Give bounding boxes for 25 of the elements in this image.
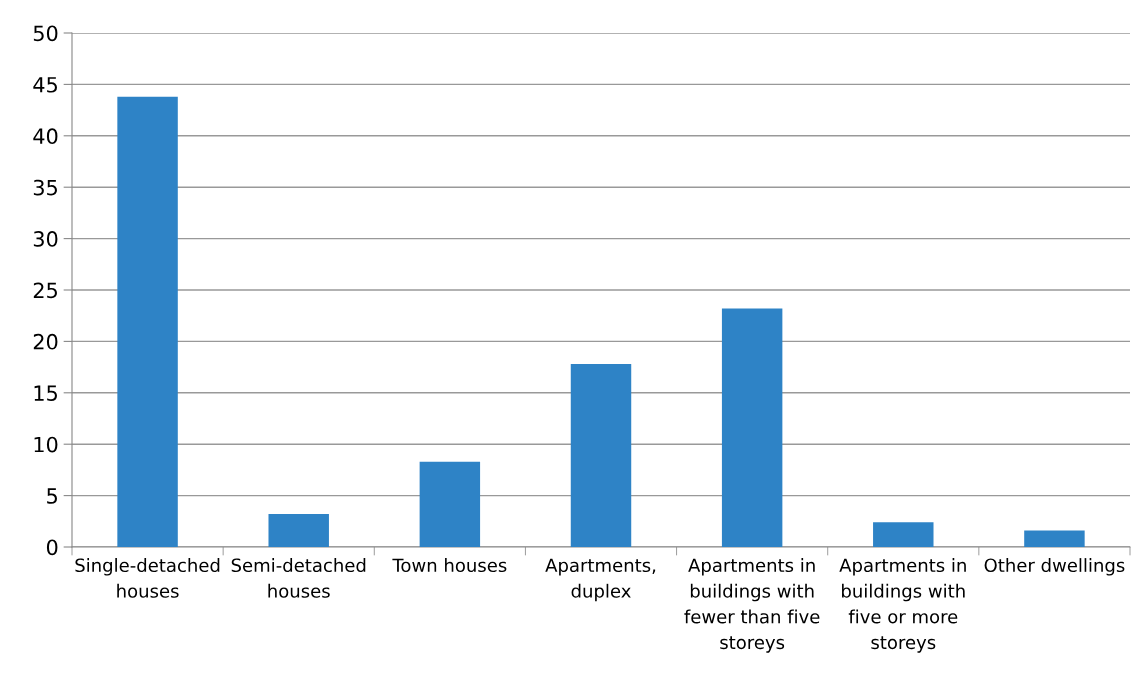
y-tick-label: 40 xyxy=(33,128,58,145)
y-tick-label: 50 xyxy=(33,25,58,42)
y-tick-label: 5 xyxy=(47,488,57,504)
y-tick-label: 25 xyxy=(33,282,57,299)
y-tick-label: 0 xyxy=(46,539,58,556)
x-tick-label: Town houses xyxy=(392,558,507,573)
y-tick-label: 10 xyxy=(34,436,58,453)
x-tick-label: Other dwellings xyxy=(984,558,1125,576)
bar xyxy=(1024,530,1085,547)
x-tick-label: Semi-detached houses xyxy=(231,558,366,598)
y-tick-label: 30 xyxy=(33,231,58,247)
y-tick-label: 45 xyxy=(33,77,57,93)
bar xyxy=(570,364,632,547)
x-tick-label: Apartments, duplex xyxy=(545,558,656,602)
bar xyxy=(419,461,481,547)
bar xyxy=(721,308,783,547)
bar xyxy=(268,514,329,547)
y-tick-label: 20 xyxy=(33,333,58,350)
x-tick-label: Apartments in buildings with fewer than five storeys xyxy=(684,558,820,653)
x-tick-label: Apartments in buildings with five or more storeys xyxy=(839,558,966,653)
x-tick-label: Single-detached houses xyxy=(75,558,220,598)
bar xyxy=(873,522,934,547)
y-tick-label: 35 xyxy=(33,179,57,196)
bar xyxy=(117,96,178,547)
y-tick-label: 15 xyxy=(34,385,57,402)
